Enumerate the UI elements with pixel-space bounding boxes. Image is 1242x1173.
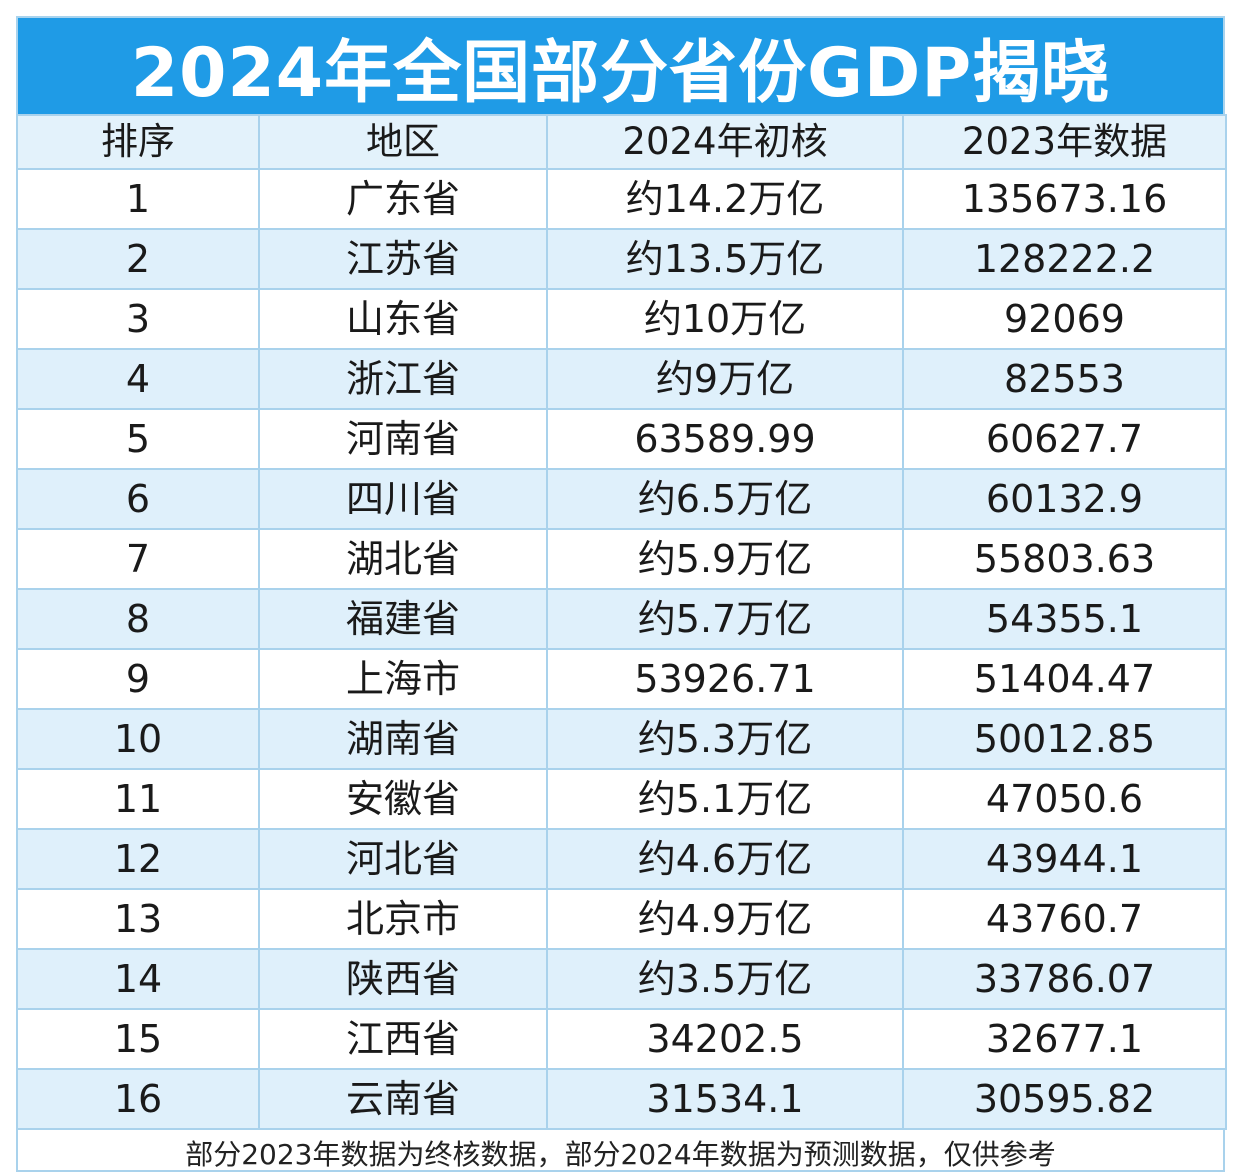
rank-cell: 15 (16, 1008, 260, 1070)
table-row: 4 浙江省 约9万亿 82553 (16, 348, 1227, 410)
gdp-2023-cell: 92069 (902, 288, 1227, 350)
gdp-2024-cell: 约5.7万亿 (546, 588, 904, 650)
header-rank: 排序 (16, 114, 260, 170)
region-cell: 上海市 (258, 648, 548, 710)
gdp-table-sheet: 2024年全国部分省份GDP揭晓 排序 地区 2024年初核 2023年数据 1… (16, 16, 1227, 1172)
gdp-2024-cell: 63589.99 (546, 408, 904, 470)
gdp-2023-cell: 55803.63 (902, 528, 1227, 590)
rank-cell: 9 (16, 648, 260, 710)
table-row: 9 上海市 53926.71 51404.47 (16, 648, 1227, 710)
gdp-2023-cell: 47050.6 (902, 768, 1227, 830)
region-cell: 福建省 (258, 588, 548, 650)
gdp-table: 排序 地区 2024年初核 2023年数据 1 广东省 约14.2万亿 135673.… (16, 114, 1227, 1130)
region-cell: 河南省 (258, 408, 548, 470)
gdp-2023-cell: 82553 (902, 348, 1227, 410)
gdp-2023-cell: 33786.07 (902, 948, 1227, 1010)
gdp-2024-cell: 约13.5万亿 (546, 228, 904, 290)
gdp-2024-cell: 约6.5万亿 (546, 468, 904, 530)
gdp-2024-cell: 34202.5 (546, 1008, 904, 1070)
header-gdp-2023: 2023年数据 (902, 114, 1227, 170)
rank-cell: 12 (16, 828, 260, 890)
rank-cell: 11 (16, 768, 260, 830)
gdp-2023-cell: 51404.47 (902, 648, 1227, 710)
rank-cell: 8 (16, 588, 260, 650)
gdp-2024-cell: 约3.5万亿 (546, 948, 904, 1010)
region-cell: 河北省 (258, 828, 548, 890)
rank-cell: 4 (16, 348, 260, 410)
table-row: 3 山东省 约10万亿 92069 (16, 288, 1227, 350)
table-row: 7 湖北省 约5.9万亿 55803.63 (16, 528, 1227, 590)
table-row: 5 河南省 63589.99 60627.7 (16, 408, 1227, 470)
header-gdp-2024: 2024年初核 (546, 114, 904, 170)
table-header-row: 排序 地区 2024年初核 2023年数据 (16, 114, 1227, 170)
gdp-2023-cell: 128222.2 (902, 228, 1227, 290)
rank-cell: 1 (16, 168, 260, 230)
region-cell: 北京市 (258, 888, 548, 950)
region-cell: 江苏省 (258, 228, 548, 290)
region-cell: 江西省 (258, 1008, 548, 1070)
rank-cell: 13 (16, 888, 260, 950)
table-row: 10 湖南省 约5.3万亿 50012.85 (16, 708, 1227, 770)
rank-cell: 2 (16, 228, 260, 290)
rank-cell: 7 (16, 528, 260, 590)
gdp-2023-cell: 32677.1 (902, 1008, 1227, 1070)
gdp-2023-cell: 43944.1 (902, 828, 1227, 890)
gdp-2024-cell: 约14.2万亿 (546, 168, 904, 230)
gdp-2024-cell: 约4.9万亿 (546, 888, 904, 950)
table-row: 6 四川省 约6.5万亿 60132.9 (16, 468, 1227, 530)
gdp-2024-cell: 约5.1万亿 (546, 768, 904, 830)
gdp-2024-cell: 31534.1 (546, 1068, 904, 1130)
rank-cell: 3 (16, 288, 260, 350)
gdp-2023-cell: 60132.9 (902, 468, 1227, 530)
rank-cell: 6 (16, 468, 260, 530)
gdp-2024-cell: 约4.6万亿 (546, 828, 904, 890)
header-region: 地区 (258, 114, 548, 170)
table-row: 14 陕西省 约3.5万亿 33786.07 (16, 948, 1227, 1010)
region-cell: 四川省 (258, 468, 548, 530)
table-row: 2 江苏省 约13.5万亿 128222.2 (16, 228, 1227, 290)
table-row: 8 福建省 约5.7万亿 54355.1 (16, 588, 1227, 650)
region-cell: 湖南省 (258, 708, 548, 770)
region-cell: 云南省 (258, 1068, 548, 1130)
table-row: 12 河北省 约4.6万亿 43944.1 (16, 828, 1227, 890)
table-row: 16 云南省 31534.1 30595.82 (16, 1068, 1227, 1130)
rank-cell: 10 (16, 708, 260, 770)
region-cell: 广东省 (258, 168, 548, 230)
table-row: 1 广东省 约14.2万亿 135673.16 (16, 168, 1227, 230)
gdp-2023-cell: 50012.85 (902, 708, 1227, 770)
region-cell: 浙江省 (258, 348, 548, 410)
gdp-2024-cell: 约10万亿 (546, 288, 904, 350)
rank-cell: 14 (16, 948, 260, 1010)
table-row: 11 安徽省 约5.1万亿 47050.6 (16, 768, 1227, 830)
region-cell: 陕西省 (258, 948, 548, 1010)
rank-cell: 5 (16, 408, 260, 470)
rank-cell: 16 (16, 1068, 260, 1130)
region-cell: 山东省 (258, 288, 548, 350)
region-cell: 湖北省 (258, 528, 548, 590)
gdp-2024-cell: 约5.3万亿 (546, 708, 904, 770)
table-row: 13 北京市 约4.9万亿 43760.7 (16, 888, 1227, 950)
gdp-2023-cell: 135673.16 (902, 168, 1227, 230)
footnote: 部分2023年数据为终核数据，部分2024年数据为预测数据，仅供参考 (16, 1130, 1225, 1172)
region-cell: 安徽省 (258, 768, 548, 830)
gdp-2024-cell: 53926.71 (546, 648, 904, 710)
gdp-2024-cell: 约9万亿 (546, 348, 904, 410)
gdp-2023-cell: 54355.1 (902, 588, 1227, 650)
gdp-2024-cell: 约5.9万亿 (546, 528, 904, 590)
gdp-2023-cell: 43760.7 (902, 888, 1227, 950)
gdp-2023-cell: 60627.7 (902, 408, 1227, 470)
table-row: 15 江西省 34202.5 32677.1 (16, 1008, 1227, 1070)
gdp-2023-cell: 30595.82 (902, 1068, 1227, 1130)
page-title: 2024年全国部分省份GDP揭晓 (16, 16, 1225, 114)
